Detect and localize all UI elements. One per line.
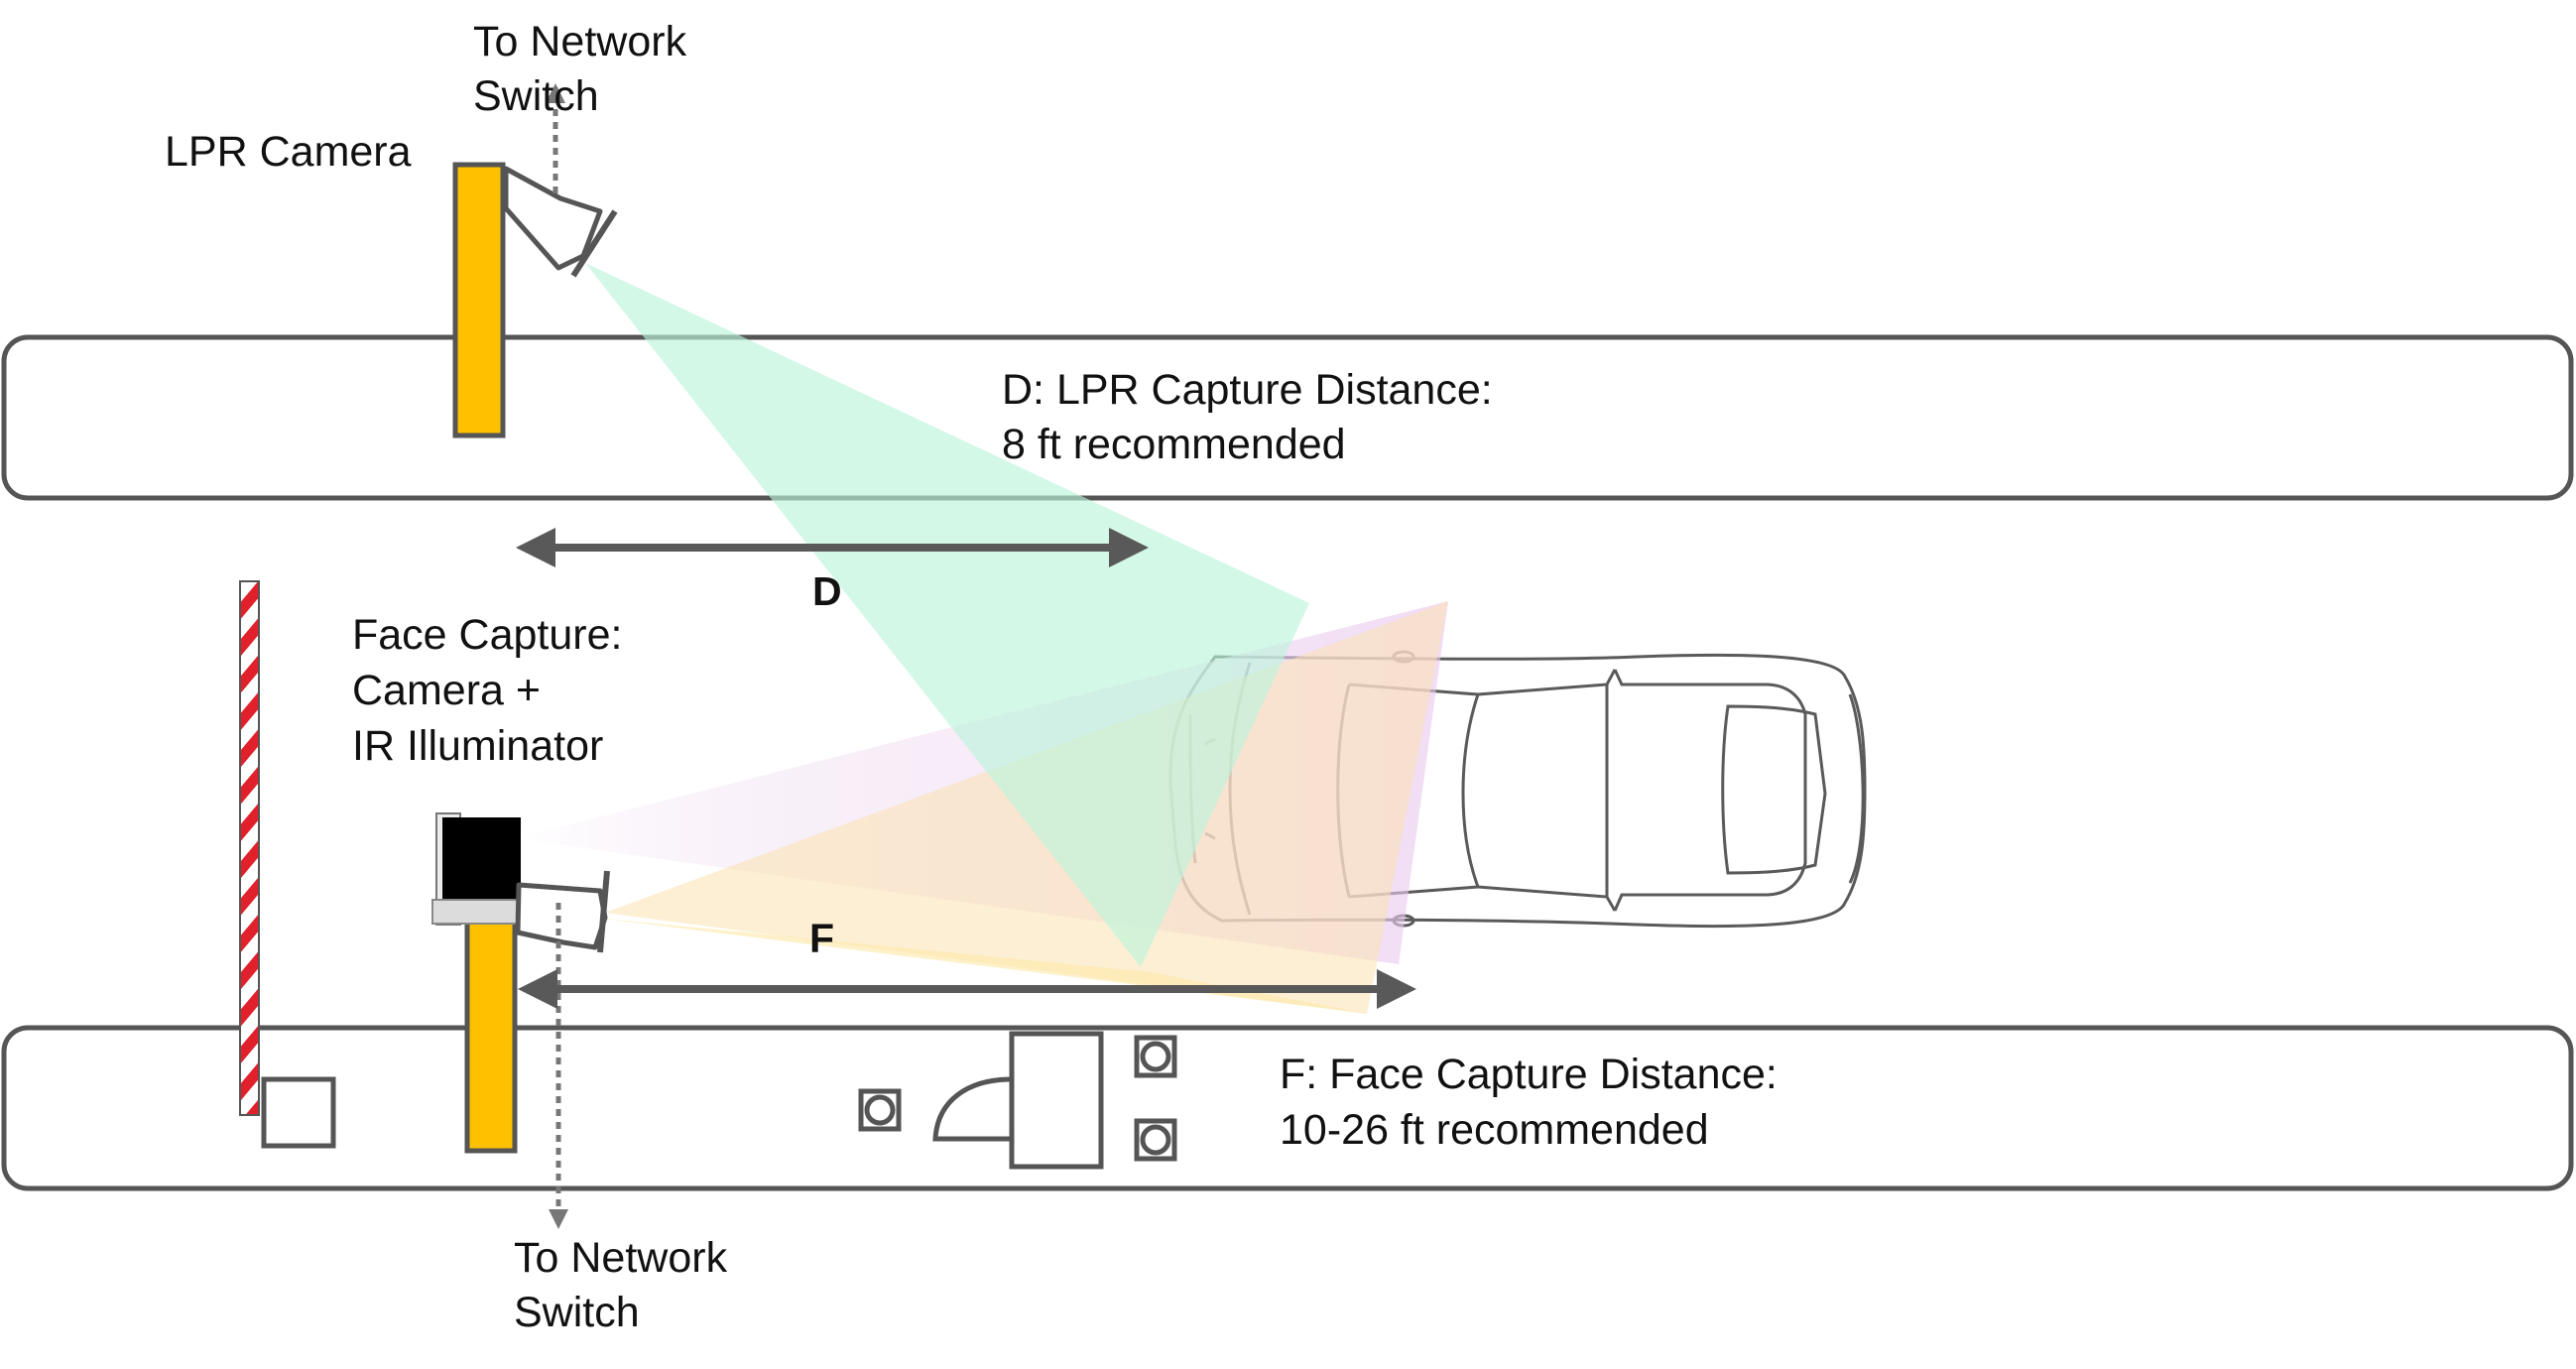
lpr-switch-label-line1: To Network: [473, 18, 687, 65]
face-capture-label-line2: Camera +: [352, 667, 541, 714]
lpr-camera-label: LPR Camera: [165, 128, 412, 176]
face-switch-label-line2: Switch: [514, 1289, 640, 1336]
face-distance-label-line1: F: Face Capture Distance:: [1280, 1051, 1778, 1098]
top-island: [1, 334, 2574, 501]
camera-icon: [515, 870, 610, 953]
face-camera-pole: [464, 910, 518, 1154]
illuminator-icon: [431, 812, 523, 926]
bottom-island: [1, 1025, 2574, 1191]
lpr-distance-label-line1: D: LPR Capture Distance:: [1002, 366, 1493, 414]
lpr-camera-beam: [585, 263, 1309, 967]
lpr-distance-label-line2: 8 ft recommended: [1002, 421, 1346, 468]
gate-controller-box: [261, 1076, 336, 1149]
face-switch-label-line1: To Network: [514, 1234, 728, 1282]
face-capture-label-line1: Face Capture:: [352, 611, 622, 659]
kiosk-icon: [858, 1031, 1177, 1170]
face-distance-label-line2: 10-26 ft recommended: [1280, 1106, 1709, 1154]
barrier-gate-icon: [239, 580, 260, 1116]
lpr-switch-label-line2: Switch: [473, 72, 599, 120]
f-marker: F: [809, 916, 834, 961]
camera-icon: [503, 166, 618, 278]
face-capture-label-line3: IR Illuminator: [352, 722, 603, 770]
d-marker: D: [812, 568, 842, 614]
lpr-pole: [452, 162, 506, 438]
